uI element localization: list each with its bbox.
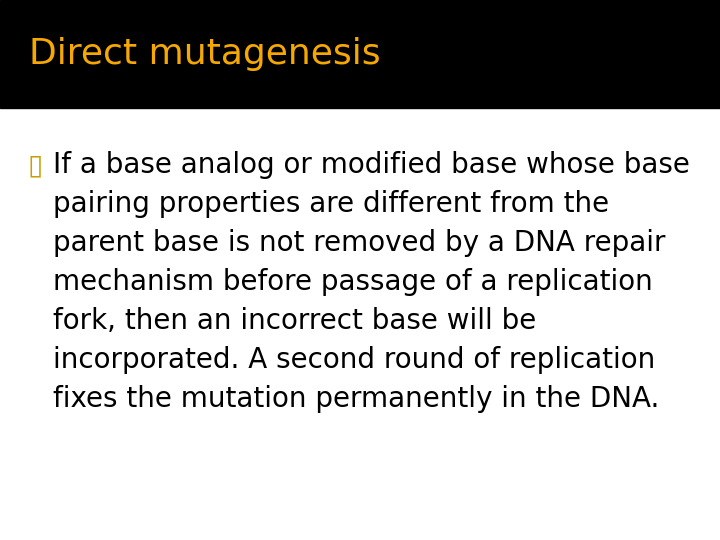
Bar — [0, 0, 720, 108]
Text: incorporated. A second round of replication: incorporated. A second round of replicat… — [53, 346, 654, 374]
Text: parent base is not removed by a DNA repair: parent base is not removed by a DNA repa… — [53, 229, 665, 257]
Text: mechanism before passage of a replication: mechanism before passage of a replicatio… — [53, 268, 652, 296]
Text: If a base analog or modified base whose base: If a base analog or modified base whose … — [53, 151, 690, 179]
Text: ▯: ▯ — [27, 151, 42, 179]
Text: fork, then an incorrect base will be: fork, then an incorrect base will be — [53, 307, 536, 335]
Text: Direct mutagenesis: Direct mutagenesis — [29, 37, 380, 71]
Text: pairing properties are different from the: pairing properties are different from th… — [53, 190, 608, 218]
Text: fixes the mutation permanently in the DNA.: fixes the mutation permanently in the DN… — [53, 384, 659, 413]
